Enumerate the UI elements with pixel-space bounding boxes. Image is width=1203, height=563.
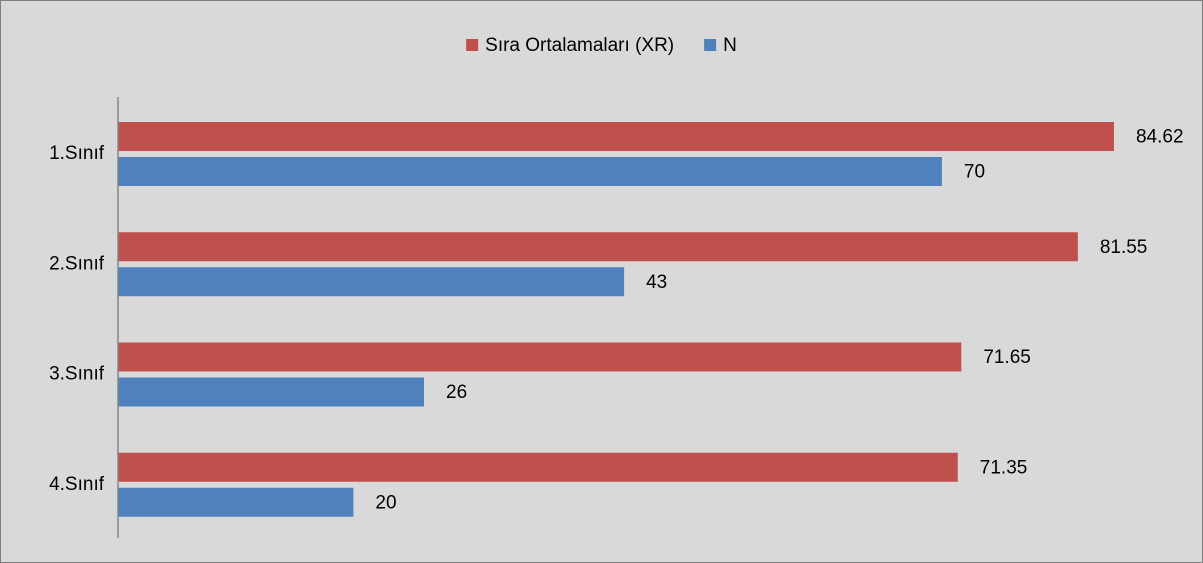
legend-label: Sıra Ortalamaları (XR): [485, 35, 674, 56]
data-label: 43: [646, 272, 667, 293]
legend-swatch: [466, 39, 479, 51]
bar: [118, 342, 962, 372]
y-tick-label: 4.Sınıf: [49, 474, 105, 495]
data-label: 84.62: [1136, 127, 1184, 148]
y-tick-label: 2.Sınıf: [49, 253, 105, 274]
data-label: 70: [964, 162, 985, 183]
bar: [118, 157, 942, 186]
data-label: 71.65: [983, 347, 1031, 368]
data-label: 71.35: [980, 457, 1028, 478]
bar: [118, 232, 1078, 262]
legend-swatch: [704, 39, 717, 51]
bar: [118, 377, 425, 407]
data-label: 81.55: [1100, 237, 1148, 258]
y-tick-label: 3.Sınıf: [49, 364, 105, 385]
bar: [118, 487, 354, 517]
bar: [118, 452, 958, 482]
data-label: 20: [375, 492, 396, 513]
bar: [118, 122, 1114, 151]
y-tick-label: 1.Sınıf: [49, 143, 105, 164]
data-label: 26: [446, 382, 467, 403]
legend-label: N: [723, 35, 737, 56]
bar: [118, 267, 625, 297]
